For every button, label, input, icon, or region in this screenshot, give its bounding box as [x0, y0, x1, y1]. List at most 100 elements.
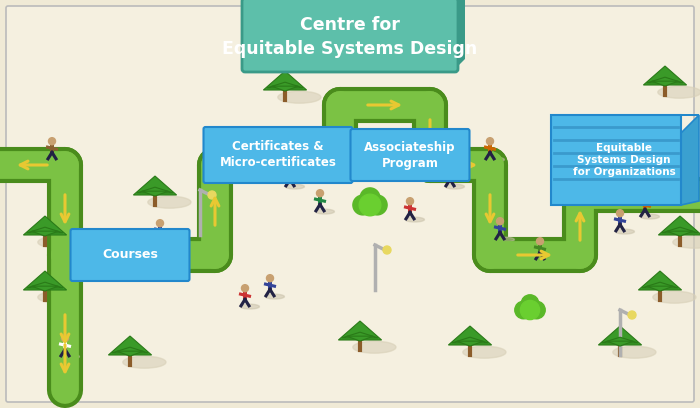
Polygon shape [267, 82, 303, 88]
Circle shape [208, 191, 216, 199]
Ellipse shape [445, 184, 464, 189]
Circle shape [383, 246, 391, 254]
Ellipse shape [575, 174, 594, 179]
Polygon shape [32, 286, 58, 291]
Polygon shape [108, 336, 152, 355]
Ellipse shape [148, 196, 191, 208]
Ellipse shape [405, 217, 424, 222]
FancyBboxPatch shape [204, 176, 351, 184]
Polygon shape [23, 216, 66, 235]
Text: Centre for
Equitable Systems Design: Centre for Equitable Systems Design [223, 16, 477, 58]
Polygon shape [117, 351, 144, 356]
Ellipse shape [60, 354, 79, 359]
Ellipse shape [353, 341, 396, 353]
Ellipse shape [38, 291, 81, 303]
Circle shape [62, 335, 69, 342]
Ellipse shape [315, 209, 335, 214]
Ellipse shape [155, 239, 174, 244]
Text: Courses: Courses [102, 248, 158, 262]
Polygon shape [602, 337, 638, 343]
Polygon shape [134, 176, 176, 195]
Circle shape [617, 210, 624, 217]
Ellipse shape [612, 346, 656, 358]
Polygon shape [652, 81, 678, 86]
Text: Equitable
Systems Design
for Organizations: Equitable Systems Design for Organizatio… [573, 143, 675, 177]
FancyBboxPatch shape [351, 129, 470, 181]
Circle shape [359, 194, 381, 216]
Circle shape [496, 218, 503, 225]
Circle shape [486, 137, 493, 145]
Polygon shape [643, 66, 687, 85]
Circle shape [514, 301, 533, 319]
Polygon shape [647, 286, 673, 291]
Circle shape [167, 232, 174, 239]
Ellipse shape [265, 294, 284, 299]
Polygon shape [449, 326, 491, 345]
Polygon shape [32, 231, 58, 236]
Circle shape [641, 195, 648, 202]
Circle shape [447, 165, 454, 172]
FancyBboxPatch shape [242, 0, 458, 72]
FancyBboxPatch shape [71, 229, 190, 281]
Circle shape [407, 198, 414, 205]
Polygon shape [662, 227, 698, 233]
Polygon shape [659, 216, 700, 235]
Polygon shape [638, 271, 682, 290]
Ellipse shape [653, 291, 696, 303]
Circle shape [241, 285, 248, 292]
Polygon shape [452, 337, 488, 343]
Circle shape [528, 301, 545, 319]
Polygon shape [338, 321, 382, 340]
Ellipse shape [122, 356, 166, 368]
Ellipse shape [658, 86, 700, 98]
Text: Associateship
Program: Associateship Program [364, 140, 456, 169]
Circle shape [628, 311, 636, 319]
Ellipse shape [495, 237, 514, 242]
Ellipse shape [240, 304, 260, 309]
Ellipse shape [673, 236, 700, 248]
Circle shape [353, 195, 372, 215]
Polygon shape [647, 77, 683, 83]
Polygon shape [245, 0, 465, 1]
Circle shape [157, 220, 164, 227]
Ellipse shape [38, 236, 81, 248]
Circle shape [520, 300, 540, 319]
Polygon shape [272, 86, 298, 91]
Polygon shape [607, 341, 634, 346]
Circle shape [368, 195, 387, 215]
Ellipse shape [485, 157, 505, 162]
Circle shape [577, 155, 584, 162]
Ellipse shape [640, 214, 659, 219]
FancyBboxPatch shape [351, 174, 468, 182]
Polygon shape [346, 336, 373, 341]
Polygon shape [642, 282, 678, 288]
Circle shape [286, 165, 293, 172]
Polygon shape [142, 191, 168, 196]
Text: Certificates &
Micro-certificates: Certificates & Micro-certificates [220, 140, 337, 169]
Circle shape [536, 238, 543, 245]
Polygon shape [112, 347, 148, 353]
Polygon shape [342, 332, 378, 338]
Polygon shape [598, 326, 642, 345]
Circle shape [382, 137, 388, 145]
Polygon shape [137, 187, 173, 193]
FancyBboxPatch shape [204, 127, 353, 183]
Ellipse shape [285, 184, 304, 189]
Polygon shape [27, 227, 63, 233]
Polygon shape [27, 282, 63, 288]
Circle shape [316, 190, 323, 197]
Polygon shape [455, 0, 465, 69]
Circle shape [267, 275, 274, 282]
Polygon shape [457, 341, 483, 346]
Ellipse shape [615, 229, 634, 234]
Circle shape [522, 295, 539, 313]
Circle shape [48, 137, 55, 145]
FancyBboxPatch shape [6, 6, 694, 402]
Ellipse shape [380, 157, 400, 162]
Ellipse shape [463, 346, 506, 358]
Polygon shape [681, 115, 699, 205]
Polygon shape [667, 231, 693, 236]
FancyBboxPatch shape [244, 62, 456, 72]
Ellipse shape [165, 251, 184, 256]
Ellipse shape [47, 157, 66, 162]
